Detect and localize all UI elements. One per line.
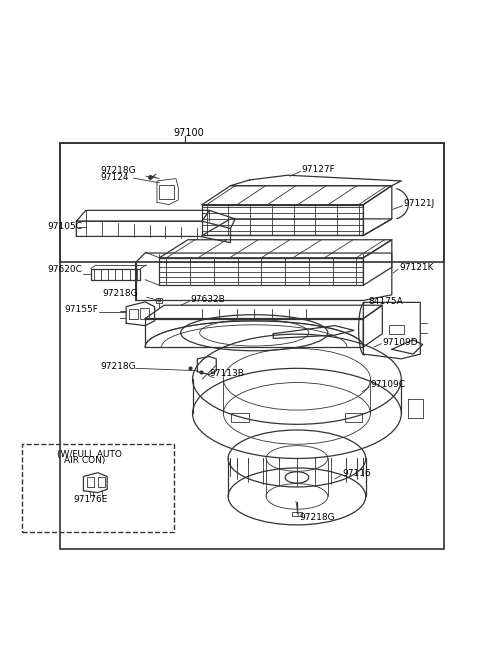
Text: 97176E: 97176E — [73, 495, 108, 504]
Bar — [130, 309, 138, 319]
Bar — [60, 143, 444, 262]
Bar — [97, 478, 105, 487]
Bar — [292, 512, 301, 516]
Text: 97620C: 97620C — [48, 265, 83, 274]
Text: 97124: 97124 — [100, 173, 129, 182]
Bar — [345, 413, 362, 422]
Bar — [159, 258, 363, 285]
Text: 97155F: 97155F — [64, 304, 98, 314]
Bar — [91, 269, 140, 280]
Bar — [389, 325, 404, 334]
Bar — [156, 298, 162, 302]
Bar — [231, 413, 249, 422]
Text: 97218G: 97218G — [102, 289, 138, 298]
Text: 97105C: 97105C — [48, 222, 83, 231]
Bar — [140, 308, 149, 319]
Text: 97218G: 97218G — [100, 165, 136, 174]
Text: 97218G: 97218G — [100, 362, 136, 371]
Text: 97121K: 97121K — [399, 263, 433, 272]
Text: 97632B: 97632B — [190, 295, 225, 304]
Text: AIR CON): AIR CON) — [64, 457, 106, 465]
Text: 97121J: 97121J — [404, 199, 435, 208]
Bar — [159, 185, 174, 199]
Text: 97127F: 97127F — [301, 165, 336, 174]
Text: 97100: 97100 — [174, 127, 204, 138]
Text: 84175A: 84175A — [368, 297, 403, 306]
Text: (W/FULL AUTO: (W/FULL AUTO — [57, 450, 122, 459]
Text: 97109D: 97109D — [383, 338, 418, 347]
Text: 97113B: 97113B — [209, 369, 244, 378]
Text: 97218G: 97218G — [300, 513, 335, 522]
Bar — [22, 444, 174, 532]
Text: 97116: 97116 — [342, 469, 371, 478]
Text: 97109C: 97109C — [371, 380, 406, 390]
Bar — [87, 478, 95, 487]
Bar — [60, 143, 444, 548]
